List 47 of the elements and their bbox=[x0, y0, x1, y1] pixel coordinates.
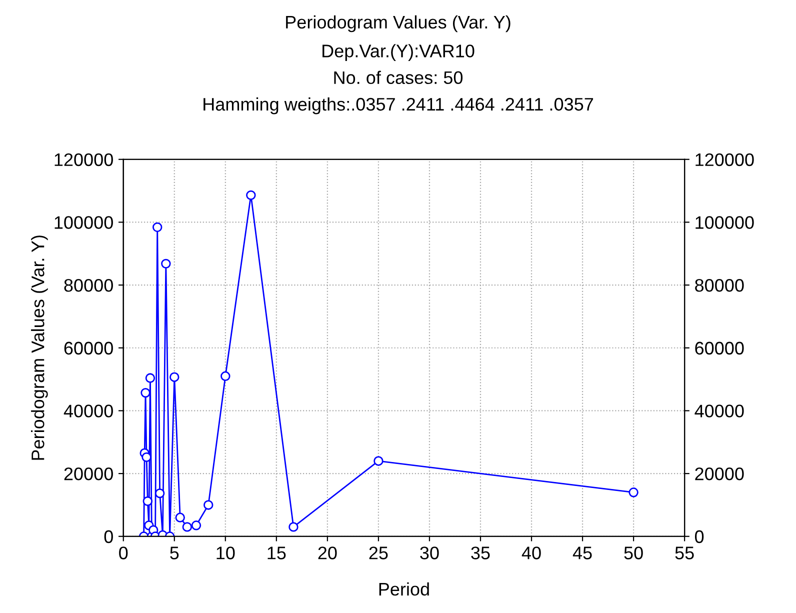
y-tick-label: 40000 bbox=[64, 404, 113, 418]
x-tick-label: 20 bbox=[318, 546, 337, 560]
x-tick-label: 55 bbox=[675, 546, 694, 560]
x-tick-label: 45 bbox=[572, 546, 592, 560]
x-tick-label: 30 bbox=[420, 546, 439, 560]
y2-tick-label: 100000 bbox=[696, 216, 754, 229]
point bbox=[161, 258, 171, 269]
y-tick-label: 20000 bbox=[64, 467, 113, 480]
x-tick-label: 50 bbox=[624, 546, 643, 560]
point bbox=[142, 452, 152, 462]
chart-title: Periodogram Values (Var. Y) bbox=[286, 15, 510, 32]
y-axis-title: Periodogram Values (Var. Y) bbox=[31, 236, 48, 460]
point bbox=[182, 522, 192, 532]
x-tick-label: 40 bbox=[522, 546, 541, 560]
point bbox=[154, 488, 165, 498]
y-tick-label: 80000 bbox=[64, 278, 113, 292]
y2-tick-label: 80000 bbox=[695, 278, 744, 292]
x-tick-label: 25 bbox=[369, 546, 388, 560]
y2-tick-label: 20000 bbox=[695, 467, 744, 480]
point bbox=[145, 373, 156, 383]
x-tick-label: 15 bbox=[268, 546, 286, 560]
x-tick-label: 10 bbox=[216, 546, 235, 560]
y2-tick-label: 120000 bbox=[696, 153, 754, 166]
point bbox=[152, 222, 162, 232]
point bbox=[288, 522, 298, 532]
point bbox=[246, 190, 256, 200]
y2-tick-label: 0 bbox=[694, 530, 704, 544]
point bbox=[374, 456, 384, 466]
y2-tick-label: 40000 bbox=[694, 404, 744, 418]
y-tick-label: 0 bbox=[104, 530, 113, 544]
y2-tick-label: 60000 bbox=[695, 342, 744, 355]
point bbox=[191, 520, 202, 530]
point bbox=[175, 512, 185, 522]
x-tick-label: 35 bbox=[471, 546, 490, 560]
x-tick-label: 5 bbox=[170, 546, 179, 560]
chart-subtitle: Dep.Var.(Y):VAR10 No. of cases: 50 Hamming weigths:.0357 .2411 .4464 .2411 .0357 bbox=[204, 44, 594, 114]
x-axis-title: Period bbox=[379, 582, 429, 596]
point bbox=[204, 500, 214, 510]
y-tick-label: 60000 bbox=[64, 342, 113, 355]
point bbox=[628, 488, 638, 498]
point bbox=[140, 388, 150, 398]
point bbox=[142, 496, 153, 506]
x-tick-label: 0 bbox=[119, 546, 128, 560]
point bbox=[170, 372, 180, 382]
y-tick-label: 100000 bbox=[54, 216, 113, 229]
point bbox=[220, 371, 230, 382]
y-tick-label: 120000 bbox=[54, 153, 113, 166]
